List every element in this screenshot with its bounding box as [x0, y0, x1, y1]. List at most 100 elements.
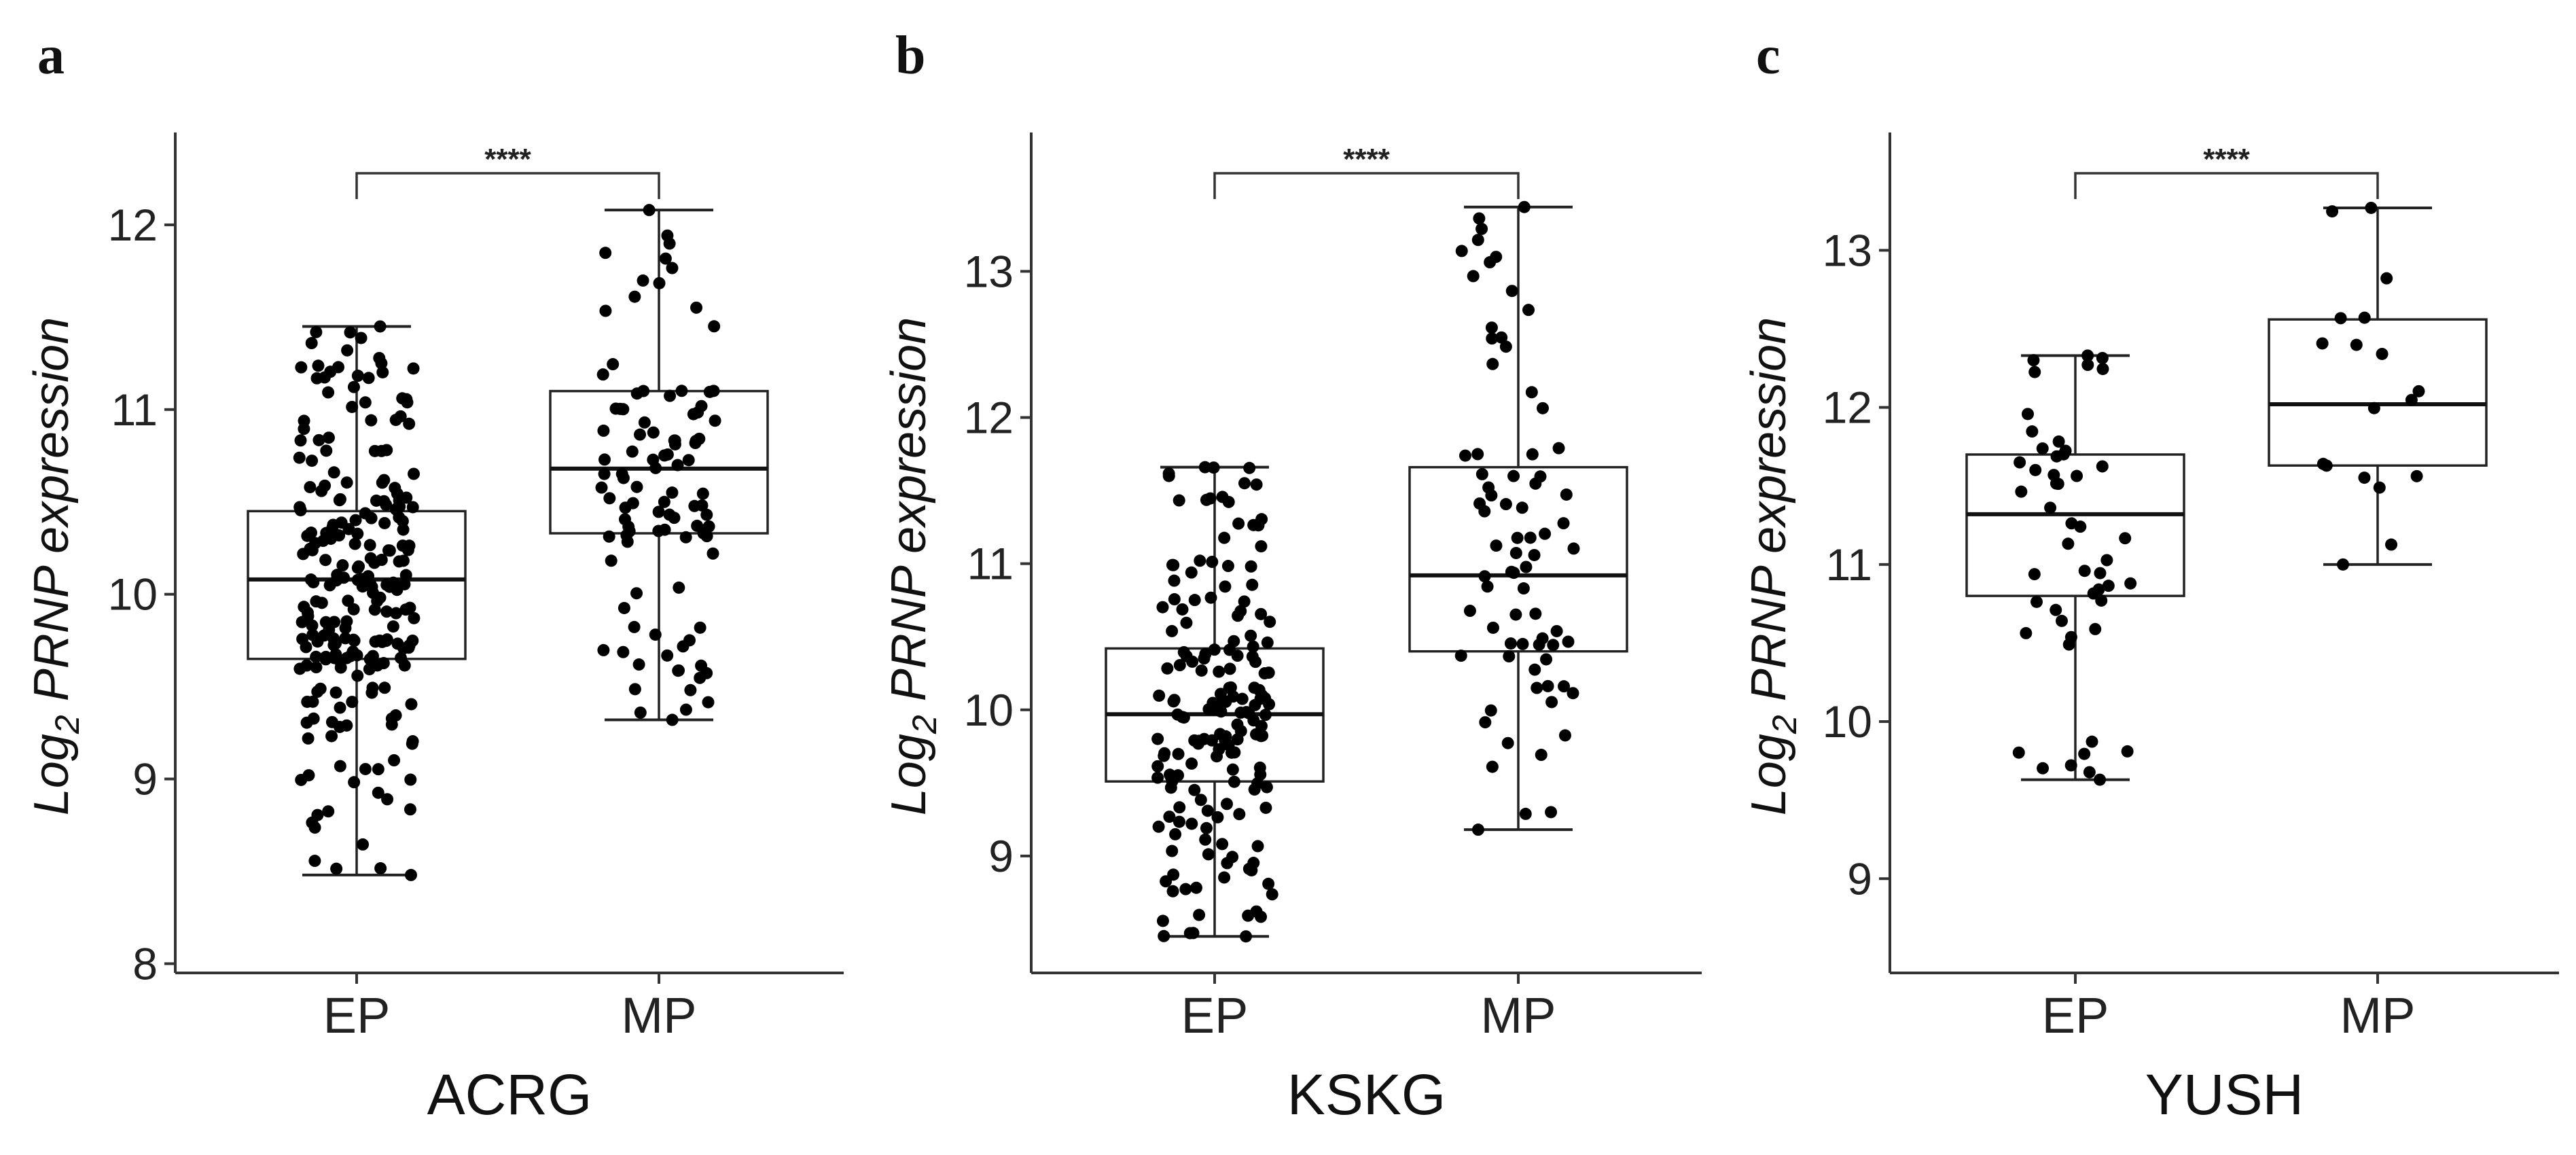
- data-point: [398, 578, 411, 590]
- data-point: [1535, 749, 1548, 762]
- data-point: [1507, 567, 1520, 580]
- data-point: [679, 703, 692, 716]
- data-point: [1255, 730, 1268, 743]
- data-point: [1486, 332, 1499, 345]
- data-point: [1233, 808, 1246, 821]
- data-point: [346, 696, 359, 709]
- data-point: [1218, 871, 1231, 884]
- data-point: [630, 387, 643, 400]
- panel-b: b 9 10 11 12 13 Log2 PRNP expression EP MP KSKG **…: [882, 26, 1702, 1126]
- data-point: [1151, 771, 1164, 784]
- data-point: [2316, 457, 2329, 470]
- data-point: [1467, 270, 1480, 283]
- data-point: [301, 695, 314, 708]
- data-point: [1185, 817, 1198, 830]
- box-mp: [549, 204, 769, 726]
- data-point: [1560, 488, 1573, 501]
- data-point: [370, 494, 382, 507]
- data-point: [628, 683, 641, 696]
- data-point: [305, 337, 318, 350]
- data-point: [323, 579, 336, 592]
- x-axis-label: YUSH: [2145, 1063, 2304, 1126]
- data-point: [1173, 815, 1185, 828]
- data-point: [2412, 385, 2425, 397]
- data-point: [317, 629, 330, 642]
- data-point: [2385, 538, 2398, 551]
- data-point: [302, 732, 315, 745]
- data-point: [372, 763, 384, 776]
- data-point: [1211, 750, 1223, 763]
- y-tick-label: 11: [1825, 539, 1872, 590]
- data-point: [1245, 864, 1258, 876]
- x-tick-label: MP: [2340, 987, 2416, 1044]
- data-point: [391, 637, 404, 650]
- data-point: [2350, 338, 2363, 351]
- data-point: [1202, 703, 1215, 715]
- data-point: [628, 620, 641, 633]
- data-point: [1169, 828, 1182, 840]
- data-point: [1260, 781, 1273, 794]
- data-point: [2064, 759, 2077, 772]
- data-point: [390, 607, 403, 620]
- data-point: [1249, 656, 1262, 669]
- data-point: [1528, 663, 1541, 676]
- data-point: [1220, 798, 1233, 811]
- data-point: [1153, 689, 1166, 702]
- data-point: [643, 204, 656, 217]
- data-point: [359, 762, 372, 775]
- data-point: [359, 396, 372, 409]
- data-point: [1471, 823, 1484, 836]
- data-point: [1471, 234, 1484, 247]
- data-point: [700, 508, 713, 521]
- data-point: [621, 535, 634, 548]
- data-point: [1176, 603, 1189, 616]
- data-point: [634, 428, 647, 441]
- data-point: [663, 237, 676, 250]
- data-point: [404, 773, 417, 786]
- data-point: [696, 499, 709, 512]
- data-point: [1526, 448, 1539, 461]
- data-point: [1547, 639, 1560, 652]
- data-point: [1529, 607, 1542, 620]
- data-point: [1201, 804, 1214, 817]
- data-point: [2050, 603, 2062, 616]
- data-point: [666, 486, 679, 499]
- significance-bracket: ****: [355, 143, 660, 199]
- data-point: [344, 326, 357, 339]
- data-point: [693, 432, 706, 445]
- data-point: [1545, 806, 1558, 819]
- data-point: [1505, 285, 1518, 298]
- data-point: [1263, 698, 1276, 711]
- data-point: [1534, 470, 1547, 483]
- data-point: [327, 466, 340, 479]
- data-point: [1255, 689, 1268, 702]
- data-point: [1194, 794, 1207, 806]
- data-point: [2096, 460, 2109, 473]
- data-point: [1166, 558, 1179, 571]
- data-point: [2358, 311, 2371, 324]
- data-point: [1259, 709, 1272, 722]
- data-point: [1202, 848, 1215, 861]
- data-point: [1245, 629, 1257, 642]
- y-tick-label: 9: [132, 754, 158, 804]
- data-point: [1255, 540, 1268, 553]
- y-tick-label: 12: [1823, 383, 1872, 433]
- data-point: [706, 547, 719, 560]
- data-point: [1524, 531, 1537, 544]
- data-point: [388, 754, 401, 767]
- data-point: [387, 620, 399, 633]
- data-point: [1501, 736, 1514, 749]
- data-point: [2052, 435, 2065, 448]
- y-axis-label: Log2 PRNP expression: [24, 317, 86, 816]
- data-point: [1166, 885, 1179, 898]
- data-point: [1231, 733, 1244, 746]
- data-point: [295, 361, 308, 374]
- data-point: [1232, 517, 1245, 530]
- data-point: [1471, 448, 1484, 461]
- data-point: [2050, 450, 2063, 463]
- data-point: [329, 637, 342, 650]
- data-point: [694, 671, 706, 684]
- data-point: [1490, 251, 1503, 264]
- data-point: [315, 597, 328, 609]
- data-point: [319, 554, 332, 567]
